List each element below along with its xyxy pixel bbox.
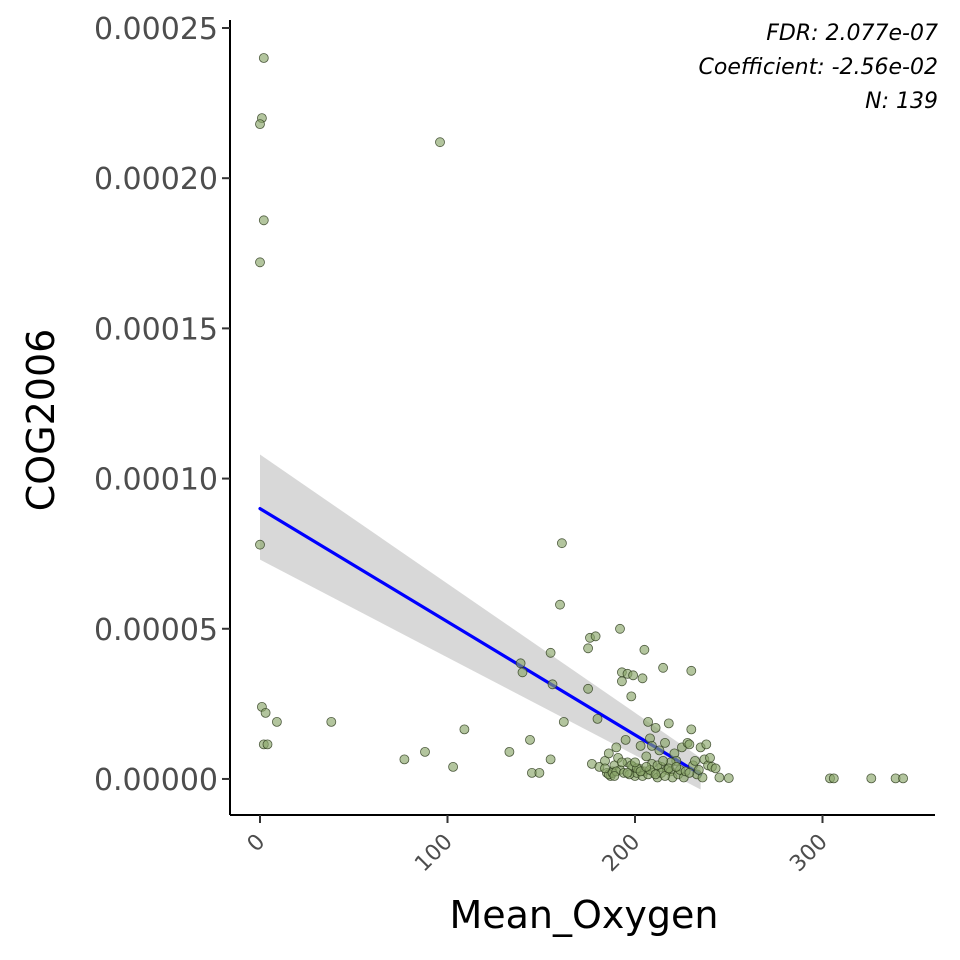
- regression-line: [258, 507, 703, 777]
- data-point: [583, 683, 593, 694]
- x-tick-label: 300: [785, 830, 832, 877]
- axes: [229, 20, 935, 816]
- data-point: [684, 768, 695, 778]
- data-point: [592, 714, 603, 724]
- data-point: [271, 717, 282, 727]
- data-point: [660, 771, 670, 781]
- y-tick-label: 0.00005: [94, 613, 218, 648]
- data-point: [637, 673, 648, 684]
- data-point: [255, 257, 265, 268]
- data-point: [255, 539, 265, 550]
- data-point: [654, 745, 665, 756]
- data-point: [620, 735, 631, 745]
- data-point: [547, 679, 558, 690]
- data-point: [517, 667, 528, 678]
- data-point: [690, 756, 700, 766]
- data-point: [555, 599, 565, 610]
- data-point: [641, 762, 652, 772]
- data-point: [615, 623, 625, 634]
- data-point: [255, 119, 265, 129]
- data-point: [525, 735, 535, 745]
- data-point: [658, 756, 668, 766]
- data-point: [705, 753, 715, 763]
- x-tick-label: 200: [598, 830, 645, 877]
- confidence-band: [260, 454, 701, 790]
- data-point: [663, 718, 674, 729]
- annotation-coefficient: Coefficient: -2.56e-02: [699, 55, 938, 80]
- data-point: [693, 765, 704, 775]
- data-point: [617, 757, 627, 768]
- data-point: [650, 723, 661, 733]
- y-tick-label: 0.00025: [94, 12, 218, 47]
- data-point: [600, 763, 610, 774]
- data-point: [866, 773, 877, 784]
- data-point: [641, 751, 652, 762]
- data-point: [435, 137, 445, 148]
- data-point: [635, 741, 646, 751]
- data-point: [557, 538, 567, 549]
- data-point: [828, 773, 839, 784]
- regression-line-layer: [258, 507, 703, 777]
- data-point: [448, 762, 459, 772]
- data-point: [684, 739, 695, 750]
- data-point: [650, 769, 661, 780]
- data-point: [671, 762, 682, 772]
- y-axis-title: COG2006: [19, 329, 63, 512]
- data-point: [262, 739, 273, 750]
- x-tick-label: 0: [243, 830, 271, 858]
- data-point: [686, 665, 697, 676]
- data-point: [583, 643, 593, 654]
- data-point: [617, 676, 627, 687]
- y-tick-label: 0.00020: [94, 162, 218, 197]
- annotation-fdr: FDR: 2.077e-07: [766, 21, 938, 46]
- data-point: [898, 773, 908, 784]
- data-point: [686, 724, 697, 735]
- data-point: [626, 691, 637, 702]
- data-point: [534, 768, 545, 778]
- data-point: [258, 215, 269, 226]
- data-point: [326, 717, 337, 727]
- data-point: [647, 741, 657, 751]
- data-point: [658, 662, 668, 673]
- data-point: [459, 724, 470, 735]
- data-point: [643, 717, 653, 727]
- y-tick-label: 0.00010: [94, 463, 218, 498]
- data-point: [639, 644, 650, 655]
- data-point: [723, 773, 734, 783]
- data-point: [545, 647, 556, 658]
- data-point: [611, 742, 622, 753]
- data-point: [660, 738, 670, 748]
- x-axis-title: Mean_Oxygen: [449, 893, 718, 937]
- annotation-n: N: 139: [865, 89, 938, 114]
- data-point: [628, 670, 638, 681]
- data-point: [701, 739, 712, 750]
- ticks: 0.00000 0.00005 0.00010 0.00015 0.00020 0.000…: [94, 12, 833, 877]
- confidence-band-area: [260, 454, 701, 790]
- data-point: [260, 708, 271, 718]
- data-point: [258, 53, 269, 63]
- data-point: [710, 763, 721, 774]
- points-layer: [255, 53, 908, 784]
- data-point: [399, 754, 410, 765]
- data-point: [504, 747, 515, 757]
- data-point: [558, 717, 569, 727]
- data-point: [590, 631, 601, 642]
- data-point: [603, 748, 614, 759]
- data-point: [515, 658, 526, 669]
- data-point: [714, 772, 725, 783]
- data-point: [622, 768, 633, 778]
- y-tick-label: 0.00015: [94, 312, 218, 347]
- data-point: [609, 771, 620, 781]
- data-point: [420, 747, 430, 757]
- data-point: [630, 757, 640, 768]
- data-point: [545, 754, 556, 765]
- y-tick-label: 0.00000: [94, 763, 218, 798]
- x-tick-label: 100: [410, 830, 457, 877]
